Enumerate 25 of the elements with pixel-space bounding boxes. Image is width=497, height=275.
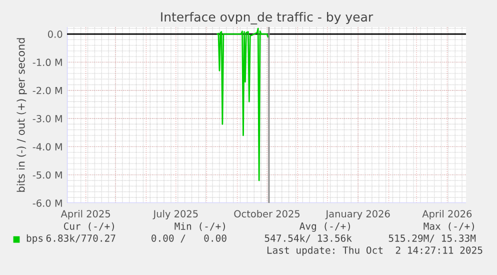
legend-label: bps: [26, 234, 43, 244]
y-tick-label: -2.0 M: [32, 86, 62, 94]
x-tick-label: January 2026: [325, 210, 390, 220]
text: 0.00 / 0.00: [152, 234, 226, 243]
y-tick-label: -1.0 M: [32, 58, 62, 66]
line-series: [216, 28, 269, 182]
text: Max (-/+): [424, 222, 474, 231]
y-tick-label: -4.0 M: [32, 143, 62, 151]
text: 547.54k/ 13.56k: [264, 234, 352, 243]
y-tick-label: -5.0 M: [32, 171, 62, 179]
y-axis-title: bits in (-) / out (+) per second: [16, 38, 27, 192]
x-tick-label: October 2025: [234, 210, 300, 218]
chart-title: Interface ovpn_de traffic - by year: [161, 12, 374, 24]
text: Min (-/+): [174, 222, 225, 231]
text: Cur (-/+): [64, 222, 114, 231]
x-tick-label: April 2026: [422, 210, 472, 220]
x-tick-label: July 2025: [152, 210, 198, 220]
text: 515.29M/ 15.33M: [388, 234, 476, 243]
y-tick-label: 0.0: [48, 30, 62, 38]
text: Last update: Thu Oct 2 14:27:11 2025: [267, 246, 482, 256]
text: 6.83k/770.27: [46, 234, 116, 243]
text: Avg (-/+): [300, 222, 350, 232]
x-tick-label: April 2025: [60, 210, 110, 220]
y-tick-label: -6.0 M: [32, 199, 62, 207]
y-tick-label: -3.0 M: [32, 115, 62, 122]
